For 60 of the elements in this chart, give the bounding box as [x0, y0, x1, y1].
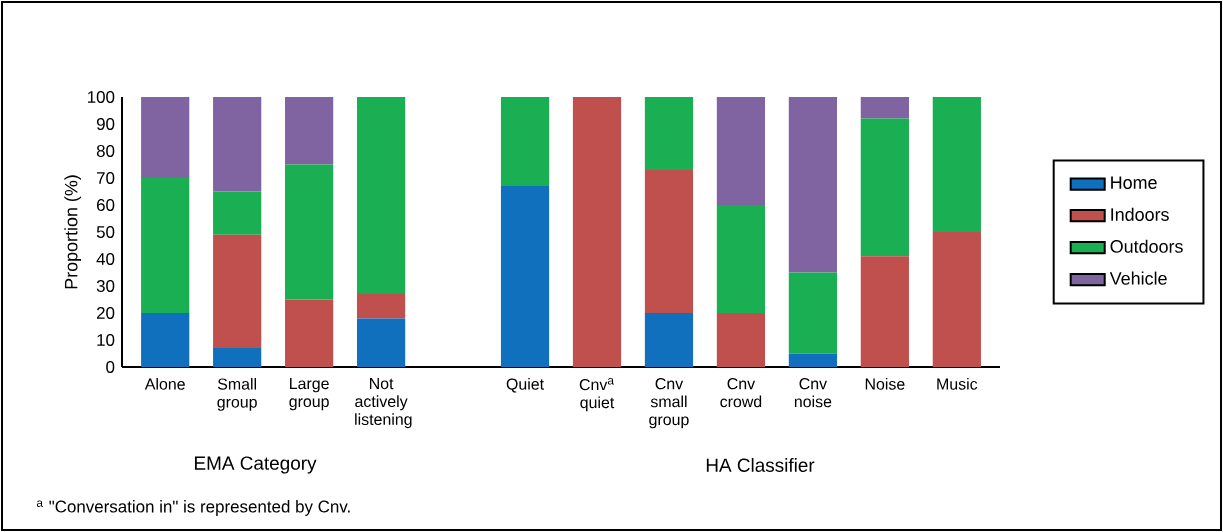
- y-axis-title: Proportion (%): [64, 175, 82, 289]
- bar: [788, 353, 838, 367]
- bar: [644, 169, 694, 313]
- x-tick-label: Cnv crowd: [720, 378, 762, 408]
- bar: [572, 96, 622, 367]
- y-tick-label: 20: [96, 307, 115, 319]
- x-tick-label: Music: [937, 378, 978, 390]
- y-tick-label: 0: [106, 361, 115, 373]
- bar: [356, 294, 406, 319]
- legend-label: Home: [1111, 176, 1157, 189]
- bar: [285, 96, 334, 165]
- bar: [860, 118, 909, 257]
- bar: [356, 96, 406, 295]
- bar: [788, 96, 838, 273]
- x-tick-label: Large group: [289, 378, 329, 411]
- y-tick-label: 90: [96, 118, 115, 130]
- bar: [141, 96, 190, 178]
- text: $^{a}$ "Conversation in" is represented by Cnv.: [36, 500, 350, 516]
- bar: [932, 96, 981, 232]
- x-tick-label: Cnv$^{a}$ quiet: [579, 378, 615, 412]
- legend-label: Vehicle: [1109, 271, 1167, 285]
- bar: [716, 96, 766, 205]
- bar: [932, 232, 981, 367]
- x-tick-label: Cnv small group: [649, 378, 689, 429]
- y-tick-label: 70: [97, 172, 115, 184]
- x-tick-label: Small group: [217, 378, 257, 411]
- bar: [716, 205, 766, 313]
- x-tick-label: Noise: [865, 378, 905, 390]
- bar: [213, 96, 262, 192]
- y-tick-label: 40: [96, 253, 115, 265]
- bar: [500, 96, 550, 187]
- bar: [500, 186, 550, 367]
- bar: [716, 313, 766, 367]
- y-tick-label: 80: [96, 145, 115, 157]
- bar: [285, 299, 334, 367]
- bar: [644, 96, 694, 170]
- bar: [644, 313, 694, 367]
- bar: [213, 234, 262, 349]
- bar: [141, 178, 190, 313]
- x-tick-label: Not actively listening: [355, 378, 412, 429]
- y-tick-label: 10: [97, 334, 115, 346]
- bar: [285, 164, 334, 300]
- text: EMA Category: [195, 456, 317, 474]
- x-tick-label: Cnv noise: [794, 378, 832, 408]
- y-tick-label: 30: [96, 280, 115, 292]
- bar: [788, 272, 838, 354]
- bar: [141, 313, 190, 367]
- y-tick-label: 60: [97, 199, 115, 211]
- bar: [860, 256, 909, 367]
- bar: [356, 318, 406, 367]
- bar: [860, 96, 909, 119]
- x-tick-label: Alone: [144, 378, 185, 390]
- y-tick-label: 100: [87, 91, 115, 103]
- legend-label: Indoors: [1111, 207, 1169, 221]
- y-tick-label: 50: [96, 226, 115, 238]
- x-tick-label: Quiet: [506, 378, 544, 393]
- bar: [213, 191, 262, 235]
- text: HA Classifier: [706, 458, 815, 472]
- bar: [213, 348, 262, 367]
- legend-label: Outdoors: [1110, 239, 1183, 253]
